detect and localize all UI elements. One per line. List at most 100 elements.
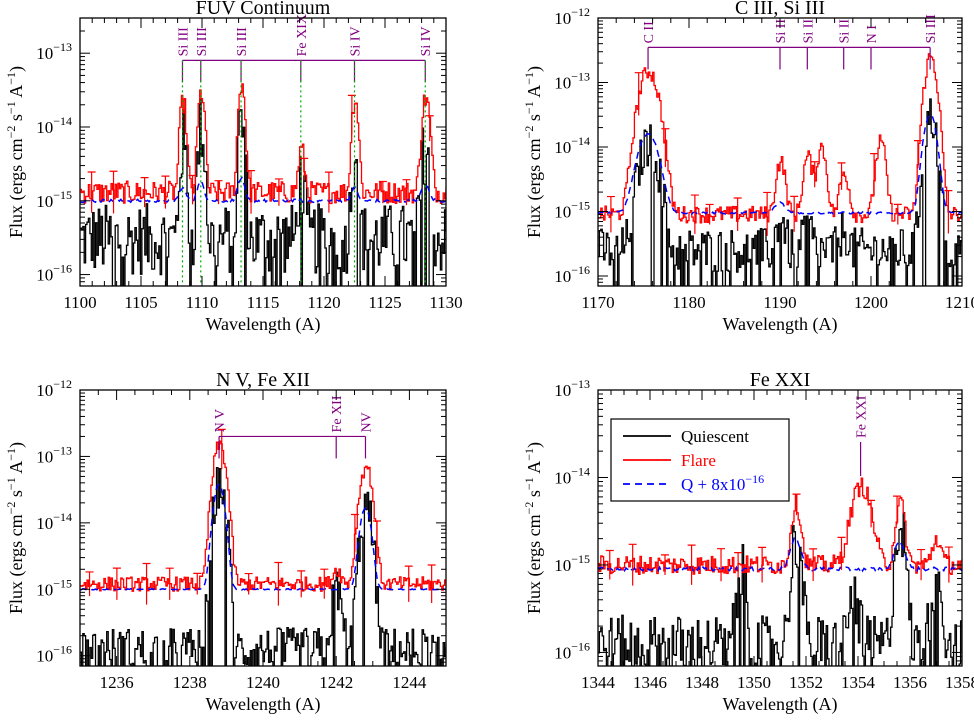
- x-tick-label: 1244: [392, 673, 427, 692]
- flare-error-bar: [733, 197, 742, 231]
- flare-series: [598, 477, 962, 576]
- flare-error-bar: [244, 572, 253, 595]
- quiescent-series: [598, 98, 962, 286]
- y-tick-label: 10−16: [36, 643, 72, 666]
- flare-error-bar: [404, 565, 413, 602]
- y-tick-label: 10−14: [554, 464, 590, 487]
- flare-error-bar: [661, 128, 670, 168]
- y-axis-label: Flux (ergs cm−2 s−1 A−1): [4, 442, 27, 614]
- line-id-label: Si IV: [419, 26, 434, 56]
- flare-error-bar: [837, 536, 846, 570]
- y-tick-label: 10−13: [554, 377, 590, 400]
- flare-error-bar: [763, 191, 772, 236]
- flare-error-bar: [214, 180, 223, 205]
- y-tick-label: 10−12: [36, 377, 72, 400]
- flare-error-bar: [605, 549, 614, 580]
- flare-error-bar: [140, 177, 149, 208]
- y-tick-label: 10−13: [36, 40, 72, 63]
- x-tick-label: 1180: [672, 293, 705, 312]
- flare-error-bar: [142, 562, 151, 605]
- y-tick-label: 10−16: [554, 263, 590, 286]
- x-tick-label: 1358: [945, 673, 974, 692]
- panel-title: C III, Si III: [735, 0, 825, 19]
- flare-error-bar: [165, 567, 174, 600]
- x-tick-label: 1170: [581, 293, 614, 312]
- flare-error-bar: [300, 157, 309, 181]
- y-tick-label: 10−15: [36, 576, 72, 599]
- x-tick-label: 1190: [763, 293, 796, 312]
- flare-error-bar: [188, 174, 197, 205]
- flare-error-bar: [790, 195, 799, 232]
- y-tick-label: 10−14: [36, 114, 72, 137]
- flare-error-bar: [717, 548, 726, 582]
- quiescent-series: [80, 466, 446, 666]
- y-tick-label: 10−14: [36, 510, 72, 533]
- plot-frame: [79, 389, 447, 667]
- flare-error-bar: [274, 561, 283, 606]
- x-tick-label: 1110: [186, 293, 219, 312]
- flare-error-bar: [837, 162, 846, 190]
- flare-error-bar: [350, 513, 359, 552]
- flare-series: [598, 53, 962, 224]
- line-id-label: N I: [865, 25, 880, 44]
- flare-error-bar: [690, 194, 699, 234]
- quiescent-series: [598, 511, 962, 666]
- y-tick-label: 10−13: [36, 443, 72, 466]
- flare-error-bar: [112, 567, 121, 600]
- flare-error-bar: [378, 180, 387, 204]
- x-tick-label: 1344: [581, 673, 616, 692]
- flare-error-bar: [628, 543, 637, 586]
- panel-1: FUV Continuum Si III Si III Si III Fe XIX Si …: [4, 0, 463, 335]
- flare-series: [80, 440, 446, 592]
- quiescent-series: [80, 99, 446, 286]
- flare-error-bar: [402, 179, 411, 206]
- flare-error-bar: [867, 499, 876, 528]
- x-tick-label: 1356: [893, 673, 927, 692]
- flare-error-bar: [634, 72, 643, 116]
- x-tick-label: 1346: [633, 673, 667, 692]
- flare-error-bar: [161, 175, 170, 209]
- y-axis-label: Flux (ergs cm−2 s−1 A−1): [4, 66, 27, 238]
- flare-error-bar: [85, 571, 94, 597]
- y-tick-label: 10−15: [36, 188, 72, 211]
- legend-model-label: Q + 8x10−16: [681, 472, 764, 494]
- line-id-label: Fe XIX: [295, 14, 310, 56]
- panel-title: FUV Continuum: [196, 0, 331, 19]
- flare-error-bar: [87, 171, 96, 213]
- model-series: [598, 113, 962, 216]
- legend-quiescent-label: Quiescent: [681, 427, 749, 446]
- line-id-label: Si III: [235, 27, 250, 56]
- flare-error-bar: [870, 153, 879, 196]
- flare-error-bar: [917, 548, 926, 581]
- x-tick-label: 1238: [173, 673, 207, 692]
- model-series: [80, 175, 446, 204]
- flare-error-bar: [792, 493, 801, 516]
- y-tick-label: 10−16: [36, 262, 72, 285]
- flare-error-bar: [347, 94, 356, 135]
- flare-series: [80, 83, 446, 205]
- x-axis-label: Wavelength (A): [722, 314, 837, 335]
- line-id-label: Si III: [924, 14, 939, 44]
- y-tick-label: 10−14: [554, 134, 590, 157]
- flare-error-bar: [297, 570, 306, 598]
- flare-error-bar: [274, 178, 283, 206]
- flare-error-bar: [944, 546, 953, 583]
- x-tick-label: 1352: [789, 673, 823, 692]
- x-tick-label: 1240: [246, 673, 280, 692]
- x-tick-label: 1350: [737, 673, 771, 692]
- y-axis-label: Flux (ergs cm−2 s−1 A−1): [522, 442, 545, 614]
- x-tick-label: 1125: [368, 293, 401, 312]
- x-tick-label: 1242: [319, 673, 353, 692]
- x-tick-label: 1210: [945, 293, 974, 312]
- x-tick-label: 1105: [124, 293, 157, 312]
- x-tick-label: 1200: [854, 293, 888, 312]
- flare-error-bar: [810, 161, 819, 188]
- model-series: [598, 536, 962, 573]
- legend-flare-label: Flare: [681, 451, 716, 470]
- flare-error-bar: [324, 171, 333, 213]
- line-id-label: Fe XII: [330, 395, 345, 432]
- flare-error-bar: [913, 140, 922, 169]
- flare-error-bar: [734, 552, 743, 578]
- model-series: [80, 483, 446, 591]
- x-tick-label: 1120: [307, 293, 340, 312]
